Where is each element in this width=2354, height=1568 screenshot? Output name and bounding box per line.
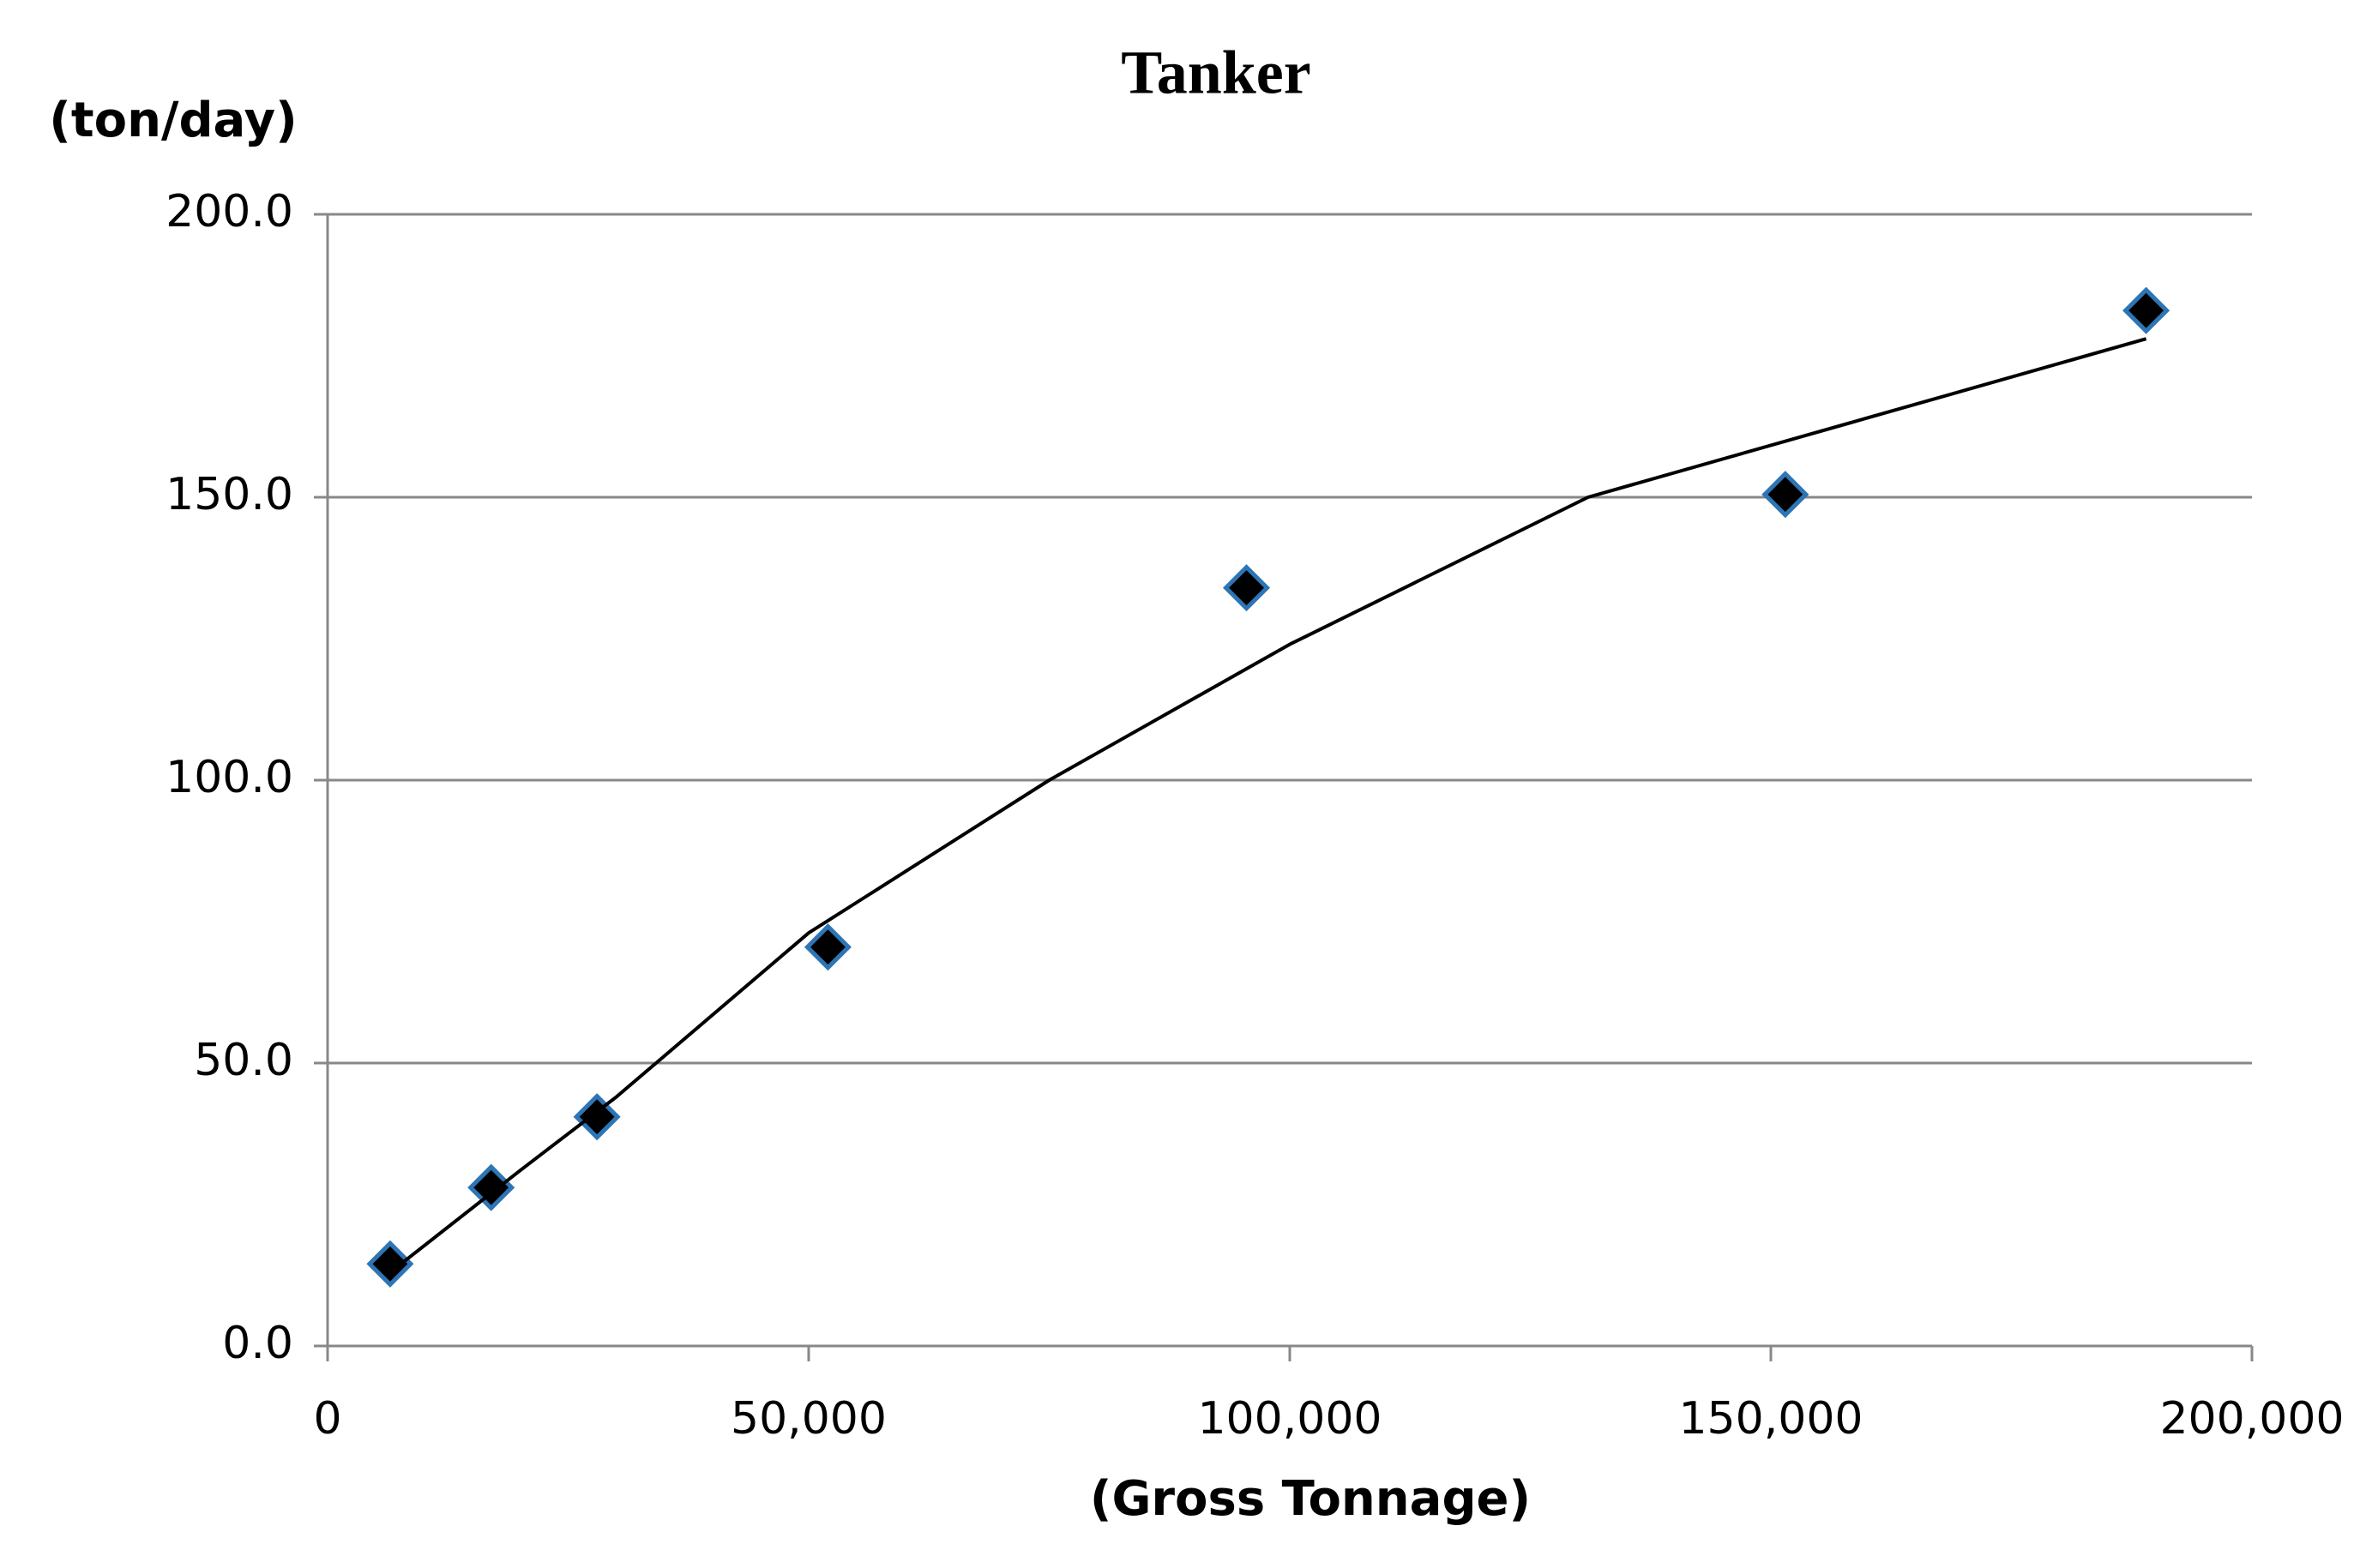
y-tick-label: 0.0 xyxy=(222,1318,293,1369)
data-point xyxy=(2122,286,2170,334)
trendline xyxy=(388,337,2147,1274)
data-point xyxy=(804,923,852,971)
x-axis-label: (Gross Tonnage) xyxy=(1090,1471,1531,1527)
x-tick-label: 200,000 xyxy=(2159,1393,2344,1445)
x-tick-label: 0 xyxy=(313,1393,341,1445)
y-axis-label: (ton/day) xyxy=(49,93,297,148)
y-tick-label: 50.0 xyxy=(194,1035,293,1086)
x-tick-label: 100,000 xyxy=(1197,1393,1382,1445)
y-tick-label: 100.0 xyxy=(166,752,293,803)
x-tick-label: 150,000 xyxy=(1678,1393,1863,1445)
chart-title: Tanker xyxy=(1121,39,1310,107)
data-point xyxy=(1222,564,1271,612)
data-point xyxy=(366,1240,414,1288)
y-tick-label: 150.0 xyxy=(166,469,293,520)
data-point xyxy=(1761,471,1809,519)
data-point xyxy=(573,1093,621,1141)
y-tick-label: 200.0 xyxy=(166,186,293,237)
x-tick-label: 50,000 xyxy=(731,1393,887,1445)
data-point xyxy=(467,1163,515,1211)
